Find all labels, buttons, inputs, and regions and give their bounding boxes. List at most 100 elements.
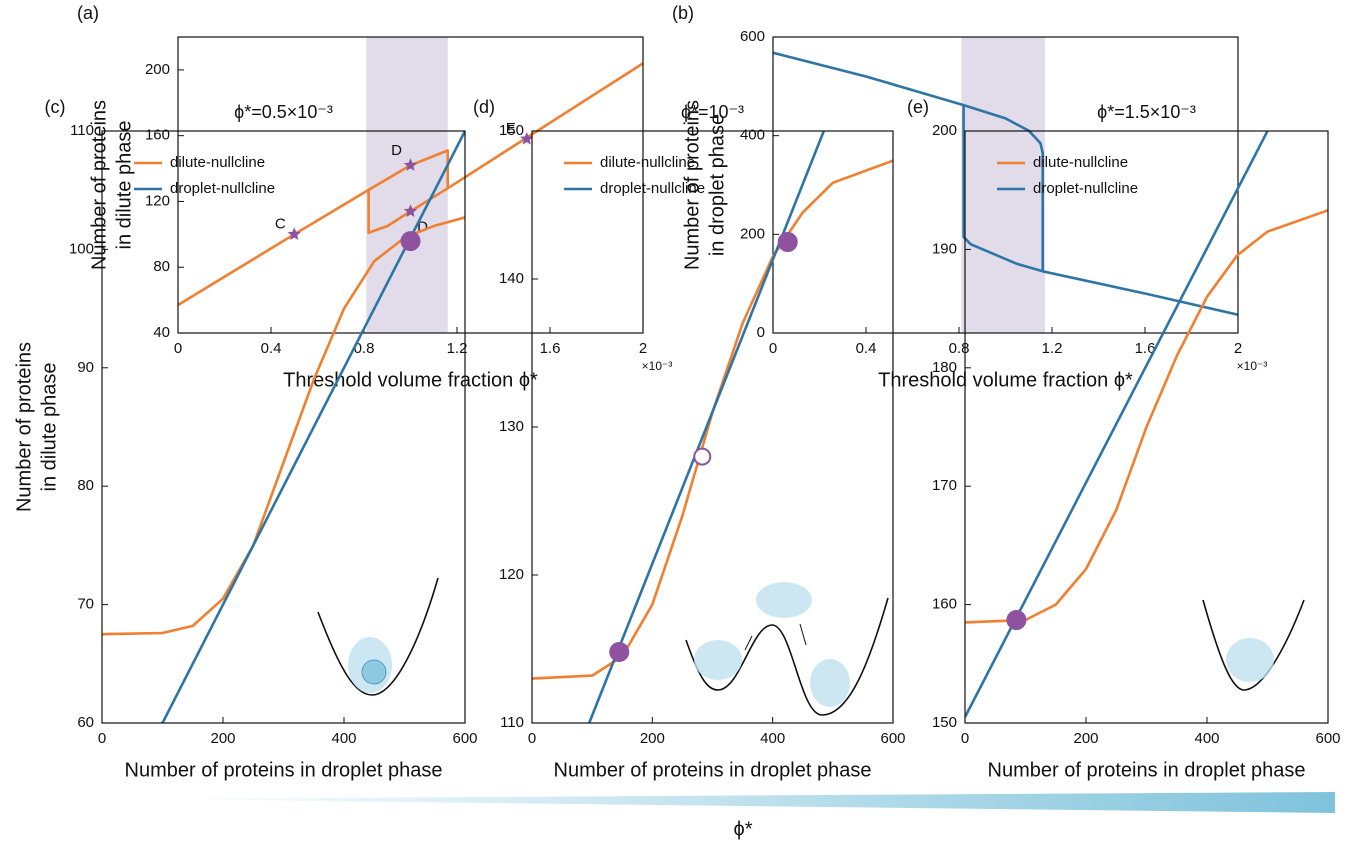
- panel-label: (c): [45, 97, 66, 117]
- y-tick-label: 160: [145, 127, 170, 144]
- series-line: [965, 209, 1328, 624]
- panel: 40 80 120 160 200 0 0.4 0.8 1.2 1.6 2 C D D E (a) Thresh…: [77, 3, 672, 392]
- point-label: D: [417, 218, 428, 235]
- panel-title: ϕ*=0.5×10⁻³: [234, 102, 333, 122]
- x-tick-label: 2: [639, 340, 647, 357]
- legend-label: dilute-nullcline: [170, 154, 265, 171]
- y-tick-label: 110: [500, 714, 524, 731]
- y-tick-label: 150: [499, 122, 524, 139]
- x-tick-label: 200: [640, 730, 665, 747]
- legend-label: droplet-nullcline: [170, 180, 275, 197]
- y-tick-label: 90: [77, 359, 94, 376]
- fixed-point: [400, 231, 421, 252]
- point-label: D: [391, 142, 402, 159]
- y-tick-label: 190: [932, 240, 957, 257]
- point-label: C: [275, 215, 286, 232]
- y-tick-label: 400: [740, 127, 765, 144]
- plot-frame: [772, 36, 1239, 334]
- y-tick-label: 200: [932, 122, 957, 139]
- y-tick-label: 130: [499, 418, 524, 435]
- gradient-label: ϕ*: [734, 818, 753, 840]
- y-tick-label: 120: [145, 192, 170, 209]
- y-tick-label: 180: [932, 359, 957, 376]
- y-tick-label: 60: [77, 714, 94, 731]
- x-axis-label: Number of proteins in droplet phase: [554, 759, 872, 781]
- plot-frame: [964, 130, 1329, 724]
- panel: 150 160 170 180 190 200 0 200 400 600 dilute-nullc…: [907, 97, 1341, 782]
- x-tick-label: 1.6: [540, 340, 561, 357]
- panel-label: (e): [907, 97, 929, 117]
- x-tick-label: 600: [452, 730, 477, 747]
- y-tick-label: 600: [740, 28, 765, 45]
- x-tick-label: 400: [760, 730, 785, 747]
- inset-c: [317, 577, 439, 696]
- legend-label: dilute-nullcline: [600, 154, 695, 171]
- y-tick-label: 110: [70, 122, 94, 139]
- x-multiplier: ×10⁻³: [1237, 359, 1268, 373]
- panel-label: (b): [672, 3, 694, 23]
- x-tick-label: 0: [528, 730, 536, 747]
- y-tick-label: 80: [77, 477, 94, 494]
- star-marker: [287, 227, 301, 240]
- plot-frame: [101, 130, 466, 724]
- x-tick-label: 400: [331, 730, 356, 747]
- star-marker: [403, 158, 418, 171]
- y-tick-label: 200: [145, 61, 170, 78]
- x-tick-label: 0: [769, 340, 777, 357]
- fixed-point: [1006, 609, 1027, 630]
- fixed-point: [609, 641, 630, 662]
- y-tick-label: 0: [757, 324, 765, 341]
- bistable-region: [961, 37, 1046, 333]
- x-tick-label: 200: [210, 730, 235, 747]
- x-tick-label: 0.4: [856, 340, 877, 357]
- y-axis-label: Number of proteins: [13, 342, 35, 512]
- y-tick-label: 40: [153, 324, 170, 341]
- x-tick-label: 0: [961, 730, 969, 747]
- x-tick-label: 1.2: [1042, 340, 1063, 357]
- legend-label: droplet-nullcline: [600, 180, 705, 197]
- x-axis-label: Threshold volume fraction ϕ*: [283, 369, 538, 391]
- star-marker: [520, 132, 534, 145]
- x-tick-label: 0: [174, 340, 182, 357]
- x-tick-label: 400: [1194, 730, 1219, 747]
- x-tick-label: 0.4: [261, 340, 282, 357]
- y-axis-label: in dilute phase: [113, 121, 135, 250]
- y-tick-label: 200: [740, 225, 765, 242]
- fixed-point: [693, 447, 712, 466]
- y-tick-label: 160: [932, 596, 957, 613]
- point-label: E: [506, 120, 516, 137]
- x-tick-label: 0: [98, 730, 106, 747]
- x-tick-label: 1.2: [447, 340, 468, 357]
- panel-label: (a): [77, 3, 99, 23]
- y-tick-label: 150: [932, 714, 957, 731]
- y-tick-label: 120: [499, 566, 524, 583]
- legend-label: dilute-nullcline: [1033, 154, 1128, 171]
- star-marker: [403, 204, 418, 217]
- x-tick-label: 0.8: [949, 340, 970, 357]
- y-tick-label: 70: [77, 596, 94, 613]
- fixed-point: [777, 232, 798, 252]
- series-line: [587, 131, 826, 723]
- x-axis-label: Number of proteins in droplet phase: [988, 759, 1306, 781]
- inset-d: [685, 582, 889, 716]
- x-axis-label: Threshold volume fraction ϕ*: [878, 369, 1133, 391]
- x-tick-label: 200: [1073, 730, 1098, 747]
- y-axis-label: in dilute phase: [38, 363, 60, 492]
- series-line: [161, 131, 465, 723]
- y-tick-label: 100: [69, 240, 94, 257]
- legend-label: droplet-nullcline: [1033, 180, 1138, 197]
- panel-title: ϕ*=1.5×10⁻³: [1097, 102, 1196, 122]
- series-line: [773, 51, 1238, 316]
- plot-frame: [531, 130, 894, 724]
- inset-e: [1202, 599, 1305, 691]
- bistable-region: [366, 37, 448, 333]
- phi-gradient-wedge: [150, 792, 1335, 813]
- panel-title: ϕ*=10⁻³: [681, 102, 744, 122]
- y-axis-label: Number of proteins: [681, 100, 703, 270]
- x-axis-label: Number of proteins in droplet phase: [125, 759, 443, 781]
- y-tick-label: 80: [153, 258, 170, 275]
- y-axis-label: Number of proteins: [88, 100, 110, 270]
